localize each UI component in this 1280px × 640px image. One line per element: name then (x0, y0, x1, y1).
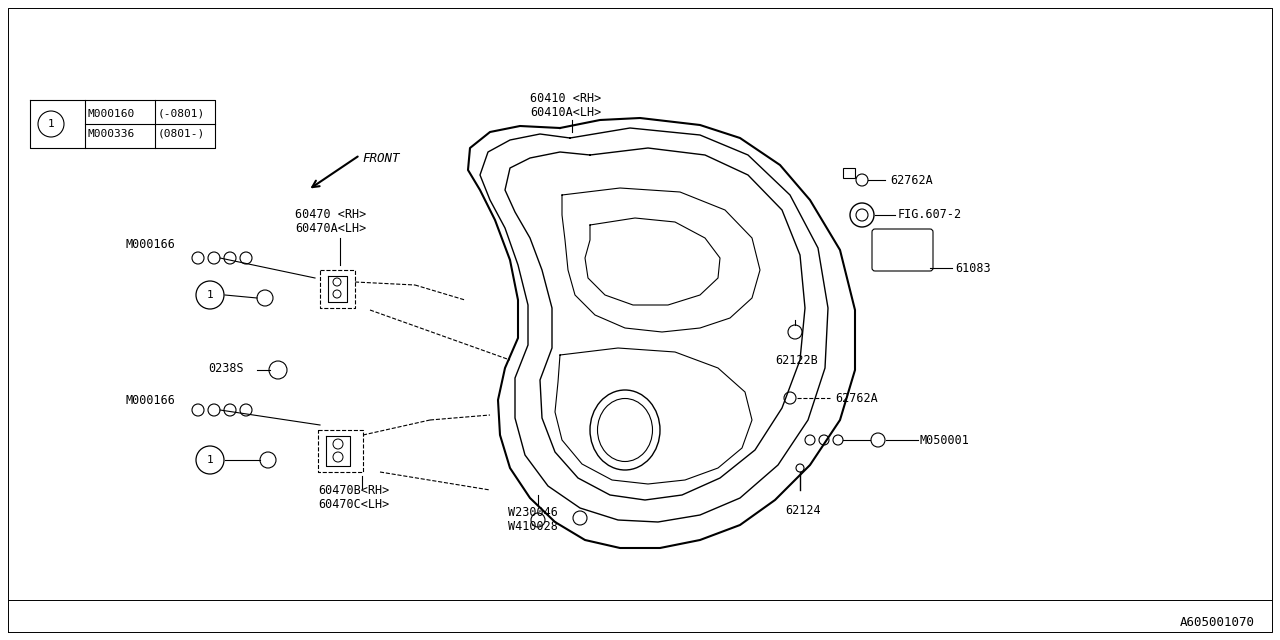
Text: M000166: M000166 (125, 394, 175, 406)
Text: FRONT: FRONT (362, 152, 399, 164)
Text: (0801-): (0801-) (157, 129, 205, 139)
Text: 62124: 62124 (785, 504, 820, 516)
Text: A605001070: A605001070 (1180, 616, 1254, 628)
Text: W230046: W230046 (508, 506, 558, 518)
Text: M000166: M000166 (125, 239, 175, 252)
Text: 60470C<LH>: 60470C<LH> (317, 497, 389, 511)
Text: 60470A<LH>: 60470A<LH> (294, 223, 366, 236)
Text: 60410A<LH>: 60410A<LH> (530, 106, 602, 118)
Text: 62762A: 62762A (890, 173, 933, 186)
Text: 0238S: 0238S (207, 362, 243, 374)
Text: 1: 1 (206, 290, 214, 300)
Text: M000336: M000336 (88, 129, 136, 139)
Text: W410028: W410028 (508, 520, 558, 532)
Bar (844, 168, 855, 178)
Text: 1: 1 (206, 455, 214, 465)
Text: (-0801): (-0801) (157, 109, 205, 119)
Text: M000160: M000160 (88, 109, 136, 119)
Text: 62122B: 62122B (774, 353, 818, 367)
Text: 60470 <RH>: 60470 <RH> (294, 209, 366, 221)
Text: 60470B<RH>: 60470B<RH> (317, 483, 389, 497)
Text: 61083: 61083 (955, 262, 991, 275)
Text: M050001: M050001 (920, 433, 970, 447)
Text: 60410 <RH>: 60410 <RH> (530, 92, 602, 104)
Text: FIG.607-2: FIG.607-2 (899, 209, 963, 221)
Text: 1: 1 (47, 119, 54, 129)
Text: 62762A: 62762A (835, 392, 878, 404)
